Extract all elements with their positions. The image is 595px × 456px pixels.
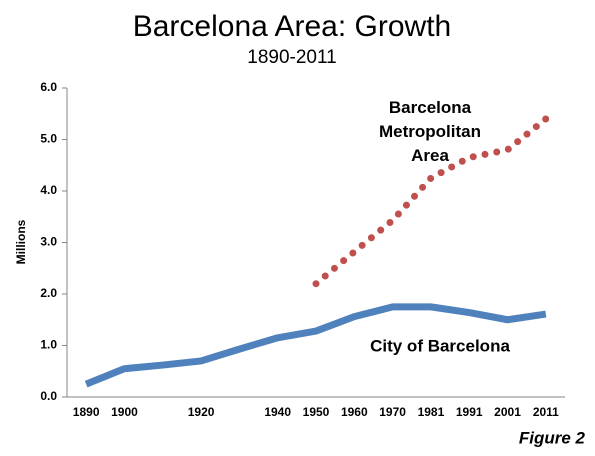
y-tick-label: 1.0 — [40, 338, 57, 352]
series-label: Barcelona Metropolitan Area — [379, 98, 481, 165]
y-tick-label: 6.0 — [40, 80, 57, 94]
x-tick-label: 2001 — [494, 405, 521, 419]
x-tick-label: 2011 — [533, 405, 559, 419]
series-line — [312, 115, 550, 288]
x-tick-label: 1920 — [188, 405, 215, 419]
chart-subtitle: 1890-2011 — [247, 47, 336, 68]
x-tick-label: 1890 — [73, 405, 100, 419]
y-axis-label: Millions — [14, 219, 28, 264]
series-line — [84, 303, 547, 388]
y-tick-label: 0.0 — [40, 389, 57, 403]
x-tick-label: 1900 — [111, 405, 138, 419]
y-tick-label: 4.0 — [40, 183, 57, 197]
y-tick-label: 2.0 — [40, 286, 57, 300]
chart-title: Barcelona Area: Growth — [133, 10, 452, 43]
figure-label: Figure 2 — [519, 428, 586, 447]
x-tick-label: 1950 — [303, 405, 330, 419]
series-label: City of Barcelona — [370, 336, 510, 355]
x-tick-label: 1981 — [418, 405, 445, 419]
x-tick-label: 1940 — [264, 405, 291, 419]
y-tick-label: 3.0 — [40, 235, 57, 249]
y-tick-label: 5.0 — [40, 132, 57, 146]
x-tick-label: 1991 — [456, 405, 483, 419]
x-tick-label: 1970 — [379, 405, 406, 419]
x-tick-label: 1960 — [341, 405, 368, 419]
